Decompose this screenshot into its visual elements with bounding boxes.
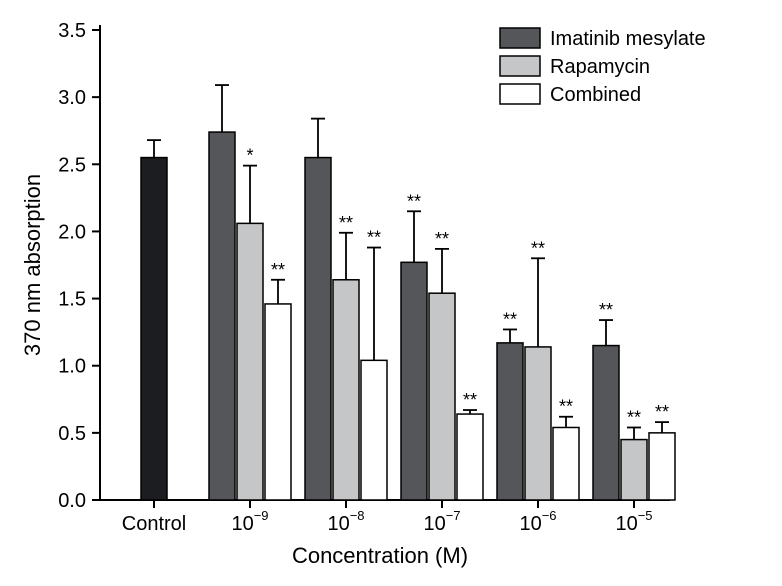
legend-label: Combined [550,84,641,106]
bar [457,414,483,500]
bar [333,280,359,500]
bar [649,433,675,500]
legend-swatch [500,84,540,104]
bar [209,132,235,500]
bar [265,304,291,500]
bar [361,360,387,500]
bar [525,347,551,500]
y-tick-label: 0.5 [58,423,86,445]
x-tick-label: Control [122,513,186,535]
y-tick-label: 1.0 [58,356,86,378]
y-axis-label: 370 nm absorption [20,174,45,356]
y-tick-label: 2.5 [58,154,86,176]
bar [237,223,263,500]
bar [593,346,619,500]
bar [621,440,647,500]
bar [141,158,167,500]
significance-marker: ** [599,300,613,320]
significance-marker: ** [407,191,421,211]
legend-label: Rapamycin [550,56,650,78]
legend-swatch [500,28,540,48]
significance-marker: ** [655,402,669,422]
significance-marker: ** [463,390,477,410]
y-tick-label: 3.5 [58,20,86,42]
legend-label: Imatinib mesylate [550,28,706,50]
y-tick-label: 0.0 [58,490,86,512]
significance-marker: ** [503,309,517,329]
y-tick-label: 2.0 [58,221,86,243]
significance-marker: ** [559,397,573,417]
significance-marker: * [246,146,253,166]
significance-marker: ** [627,407,641,427]
bar [497,343,523,500]
significance-marker: ** [531,238,545,258]
chart-container: 0.0 0.5 1.0 1.5 2.0 2.5 3.0 3.5 370 nm absorptio… [0,0,782,586]
bar-chart: 0.0 0.5 1.0 1.5 2.0 2.5 3.0 3.5 370 nm absorptio… [0,0,782,586]
legend-swatch [500,56,540,76]
bar [305,158,331,500]
bar [429,293,455,500]
bar [401,262,427,500]
x-axis-label: Concentration (M) [292,543,468,568]
significance-marker: ** [435,229,449,249]
significance-marker: ** [367,228,381,248]
y-tick-label: 3.0 [58,87,86,109]
bar [553,427,579,500]
significance-marker: ** [339,213,353,233]
y-tick-label: 1.5 [58,289,86,311]
significance-marker: ** [271,260,285,280]
